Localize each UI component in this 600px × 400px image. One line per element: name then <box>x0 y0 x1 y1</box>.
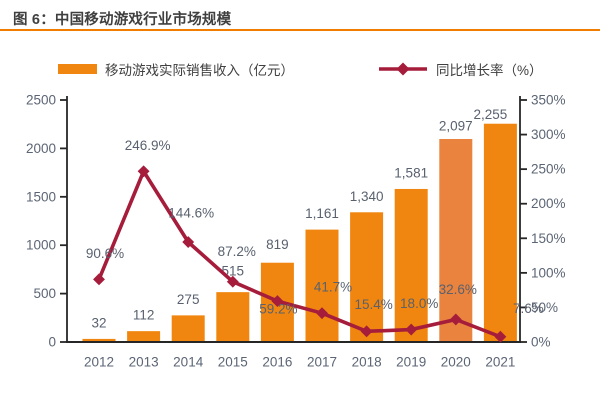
right-tick-label: 300% <box>531 127 566 142</box>
bar-swatch-icon <box>58 64 97 74</box>
chart-svg: 0 500 1000 1500 2000 2500 0% 50% 100% 150% 200% 250… <box>26 93 566 370</box>
bar-2013 <box>127 331 161 342</box>
growth-value-label: 59.2% <box>259 302 297 317</box>
right-tick-label: 200% <box>531 196 566 211</box>
x-tick-label: 2020 <box>441 355 471 370</box>
left-tick-label: 1500 <box>26 189 56 204</box>
x-tick-label: 2016 <box>262 355 292 370</box>
x-tick-label: 2021 <box>485 355 515 370</box>
growth-value-label: 32.6% <box>439 282 477 297</box>
bar-value-label: 2,097 <box>439 119 473 134</box>
right-tick-label: 100% <box>531 265 566 280</box>
bar-2014 <box>171 315 205 342</box>
left-tick-label: 0 <box>48 335 56 350</box>
right-tick-label: 150% <box>531 231 566 246</box>
bar-2021 <box>483 123 517 342</box>
x-tick-label: 2013 <box>129 355 159 370</box>
bar-2015 <box>216 292 250 342</box>
x-tick-label: 2014 <box>173 355 204 370</box>
x-tick-label: 2018 <box>352 355 382 370</box>
growth-line <box>97 167 502 339</box>
growth-value-label: 246.9% <box>125 138 171 153</box>
chart-legend: 移动游戏实际销售收入（亿元） 同比增长率（%） <box>58 56 543 82</box>
growth-point-2015 <box>226 275 239 288</box>
bar-value-label: 819 <box>266 237 289 252</box>
line-marker-icon <box>379 62 427 76</box>
left-tick-label: 2500 <box>26 93 56 108</box>
x-tick-label: 2012 <box>84 355 114 370</box>
x-tick-label: 2019 <box>396 355 426 370</box>
bar-value-label: 1,161 <box>305 206 339 221</box>
growth-value-label: 144.6% <box>168 206 214 221</box>
left-tick-label: 500 <box>33 286 56 301</box>
figure-title: 图 6：中国移动游戏行业市场规模 <box>13 12 232 28</box>
legend-label-growth: 同比增长率（%） <box>436 63 543 78</box>
growth-value-label: 41.7% <box>314 280 352 295</box>
bar-value-label: 275 <box>177 292 200 307</box>
growth-value-label: 18.0% <box>400 296 438 311</box>
growth-value-label: 15.4% <box>354 297 392 312</box>
right-tick-label: 0% <box>531 335 551 350</box>
x-tick-label: 2017 <box>307 355 337 370</box>
bar-2020 <box>439 139 473 342</box>
growth-point-2012 <box>93 273 105 286</box>
bar-value-label: 1,581 <box>394 165 428 180</box>
left-tick-label: 1000 <box>26 238 56 253</box>
x-tick-label: 2015 <box>218 355 248 370</box>
growth-value-label: 90.6% <box>86 246 124 261</box>
right-tick-label: 350% <box>531 93 566 108</box>
right-tick-label: 250% <box>531 162 566 177</box>
growth-value-label: 87.2% <box>218 244 256 259</box>
bar-value-label: 1,340 <box>350 189 384 204</box>
growth-value-label: 7.6% <box>513 301 544 316</box>
bar-2019 <box>394 188 428 342</box>
bar-value-label: 112 <box>133 308 155 323</box>
bar-value-label: 2,255 <box>474 107 508 122</box>
legend-item-revenue: 移动游戏实际销售收入（亿元） <box>58 59 294 79</box>
bar-value-label: 32 <box>91 315 106 330</box>
right-tick-label: 50% <box>531 300 558 315</box>
bar-2018 <box>350 212 384 342</box>
legend-item-growth: 同比增长率（%） <box>378 59 543 79</box>
bar-2012 <box>82 338 116 342</box>
legend-label-revenue: 移动游戏实际销售收入（亿元） <box>105 63 294 78</box>
left-tick-label: 2000 <box>26 141 56 156</box>
bar-2017 <box>305 229 339 342</box>
growth-point-2014 <box>182 236 195 248</box>
figure-titlebar: 图 6：中国移动游戏行业市场规模 <box>0 0 600 31</box>
